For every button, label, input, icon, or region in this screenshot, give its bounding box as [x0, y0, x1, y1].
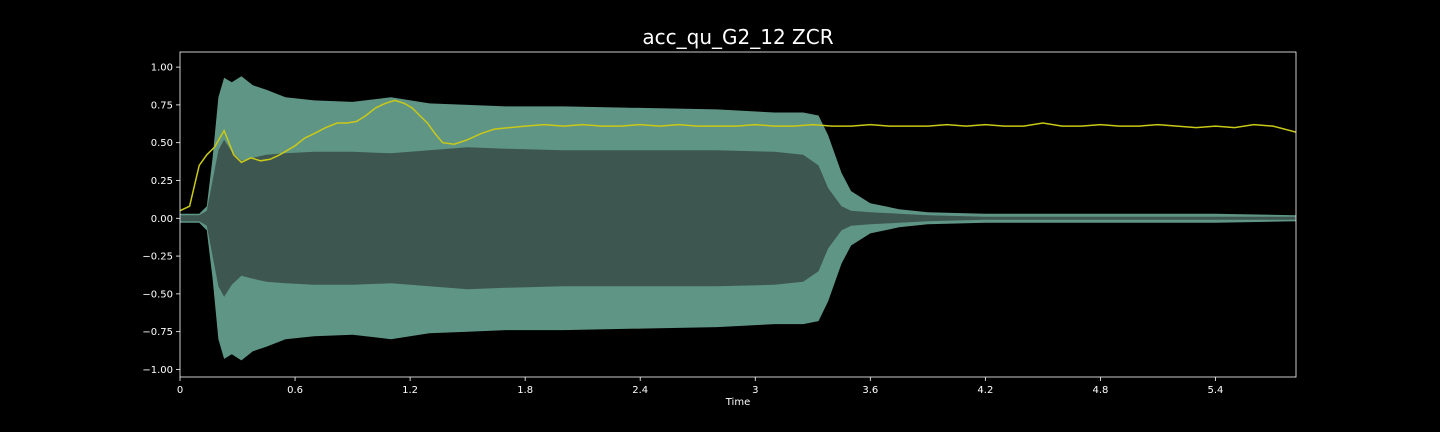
x-tick-label: 4.2	[977, 385, 993, 396]
x-tick-label: 1.8	[517, 385, 533, 396]
x-tick-label: 5.4	[1208, 385, 1224, 396]
x-axis: 0 0.6 1.2 1.8 2.4 3 3.6 4.2 4.8 5.4	[177, 377, 1224, 396]
y-tick-label: 0.25	[151, 176, 173, 187]
x-tick-label: 1.2	[402, 385, 418, 396]
x-axis-label: Time	[725, 397, 751, 408]
y-tick-label: −1.00	[142, 365, 173, 376]
x-tick-label: 4.8	[1092, 385, 1108, 396]
chart-title: acc_qu_G2_12 ZCR	[642, 25, 834, 49]
y-tick-label: −0.50	[142, 289, 173, 300]
plot-frame	[179, 51, 1297, 378]
x-tick-label: 2.4	[632, 385, 648, 396]
y-tick-label: 1.00	[151, 63, 173, 74]
y-tick-label: 0.00	[151, 214, 173, 225]
zcr-line	[180, 99, 1296, 212]
x-tick-label: 0	[177, 385, 183, 396]
waveform-inner	[180, 139, 1296, 297]
y-tick-label: 0.75	[151, 100, 173, 111]
y-tick-label: −0.75	[142, 327, 173, 338]
y-tick-label: 0.50	[151, 138, 173, 149]
x-tick-label: 3	[752, 385, 758, 396]
y-tick-label: −0.25	[142, 252, 173, 263]
y-axis: 1.00 0.75 0.50 0.25 0.00 −0.25 −0.50 −0.75 −1.00	[142, 63, 180, 376]
plot-area	[180, 76, 1296, 361]
x-tick-label: 0.6	[287, 385, 303, 396]
x-tick-label: 3.6	[862, 385, 878, 396]
